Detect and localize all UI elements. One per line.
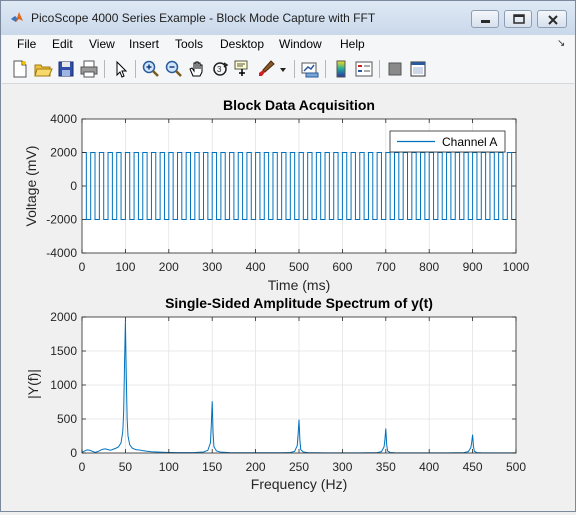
x-tick-label: 250 [289,460,309,474]
brush-icon[interactable] [256,59,276,79]
x-tick-label: 500 [506,460,526,474]
menu-view[interactable]: View [89,37,115,51]
close-button[interactable] [537,10,567,28]
zoom-in-icon[interactable] [141,59,161,79]
menu-help[interactable]: Help [340,37,365,51]
save-icon[interactable] [56,59,76,79]
maximize-button[interactable] [504,10,532,28]
y-tick-label: 4000 [50,112,77,126]
channel-a-trace [82,152,516,220]
toolbar-separator [135,60,136,78]
menu-tools[interactable]: Tools [175,37,204,51]
toolbar-separator [325,60,326,78]
y-tick-label: 2000 [50,146,77,160]
figure-canvas: 0 100 200 300 400 500 600 700 800 900 1000 -4000 -20… [2,84,574,510]
y-tick-label: 0 [70,179,77,193]
data-cursor-icon[interactable] [233,59,253,79]
y-tick-label: 500 [57,412,77,426]
dock-arrow-icon[interactable]: ↘ [557,38,566,49]
bottom-x-axis-label: Frequency (Hz) [251,476,347,492]
top-chart-title: Block Data Acquisition [223,97,375,113]
menu-window[interactable]: Window [279,37,322,51]
y-tick-label: 1000 [50,378,77,392]
top-x-axis-label: Time (ms) [268,277,330,293]
toolbar-separator [104,60,105,78]
legend[interactable]: Channel A [389,130,506,153]
window-title: PicoScope 4000 Series Example - Block Mo… [31,11,376,25]
menu-bar: File Edit View Insert Tools Desktop Wind… [2,35,574,55]
x-tick-label: 50 [119,460,133,474]
menu-insert[interactable]: Insert [129,37,160,51]
svg-text:3: 3 [217,65,222,74]
top-y-axis-label: Voltage (mV) [23,146,39,227]
hide-plot-tools-icon[interactable] [385,59,405,79]
minimize-button[interactable] [471,10,499,28]
toolbar-separator [294,60,295,78]
menu-desktop[interactable]: Desktop [220,37,265,51]
x-tick-label: 450 [463,460,483,474]
y-tick-label: 1500 [50,344,77,358]
y-tick-label: -2000 [46,213,77,227]
print-icon[interactable] [79,59,99,79]
x-tick-label: 350 [376,460,396,474]
top-axes-ticks: 0 100 200 300 400 500 600 700 800 900 1000 -4000 -20… [46,112,529,274]
y-tick-label: 2000 [50,310,77,324]
channel-a-line [82,152,516,220]
maximize-icon [513,14,525,24]
bottom-axes-grid [82,317,516,453]
x-tick-label: 300 [202,260,222,274]
rotate-3d-icon[interactable]: 3 [210,59,230,79]
bottom-axes-ticks: 0 50 100 150 200 250 300 350 400 450 500 0 500 1000 15… [50,310,526,474]
title-bar[interactable]: PicoScope 4000 Series Example - Block Mo… [1,1,575,35]
zoom-out-icon[interactable] [164,59,184,79]
menu-edit[interactable]: Edit [52,37,73,51]
colorbar-icon[interactable] [331,59,351,79]
show-plot-tools-icon[interactable] [408,59,428,79]
y-tick-label: -4000 [46,246,77,260]
new-figure-icon[interactable] [10,59,30,79]
x-tick-label: 400 [419,460,439,474]
x-tick-label: 200 [246,460,266,474]
x-tick-label: 500 [289,260,309,274]
x-tick-label: 200 [159,260,179,274]
legend-box [389,130,506,153]
matlab-logo-icon [11,12,23,22]
minimize-icon [481,20,490,23]
x-tick-label: 700 [376,260,396,274]
x-tick-label: 1000 [503,260,530,274]
x-tick-label: 900 [463,260,483,274]
x-tick-label: 100 [159,460,179,474]
x-tick-label: 600 [332,260,352,274]
legend-entry-channel-a: Channel A [442,135,497,149]
plot-area: 0 100 200 300 400 500 600 700 800 900 1000-4000-20… [23,97,530,492]
toolbar-separator [379,60,380,78]
pan-hand-icon[interactable] [187,59,207,79]
top-axes[interactable]: 0 100 200 300 400 500 600 700 800 900 1000 -4000 -20… [23,97,530,293]
menu-file[interactable]: File [17,37,37,51]
x-tick-label: 100 [115,260,135,274]
x-tick-label: 0 [79,460,86,474]
select-arrow-icon[interactable] [111,59,131,79]
x-tick-label: 0 [79,260,86,274]
x-tick-label: 150 [202,460,222,474]
y-tick-label: 0 [70,446,77,460]
x-tick-label: 300 [332,460,352,474]
x-tick-label: 800 [419,260,439,274]
close-icon [548,15,558,25]
x-tick-label: 400 [246,260,266,274]
open-file-icon[interactable] [33,59,53,79]
legend-icon[interactable] [354,59,374,79]
brush-dropdown-icon[interactable] [278,59,288,79]
bottom-chart-title: Single-Sided Amplitude Spectrum of y(t) [165,295,433,311]
bottom-axes[interactable]: 0 50 100 150 200 250 300 350 400 450 500 0 500 1000 15… [25,295,526,492]
link-plot-icon[interactable] [300,59,320,79]
figure-toolbar: 3 [2,55,574,84]
bottom-y-axis-label: |Y(f)| [25,369,41,399]
